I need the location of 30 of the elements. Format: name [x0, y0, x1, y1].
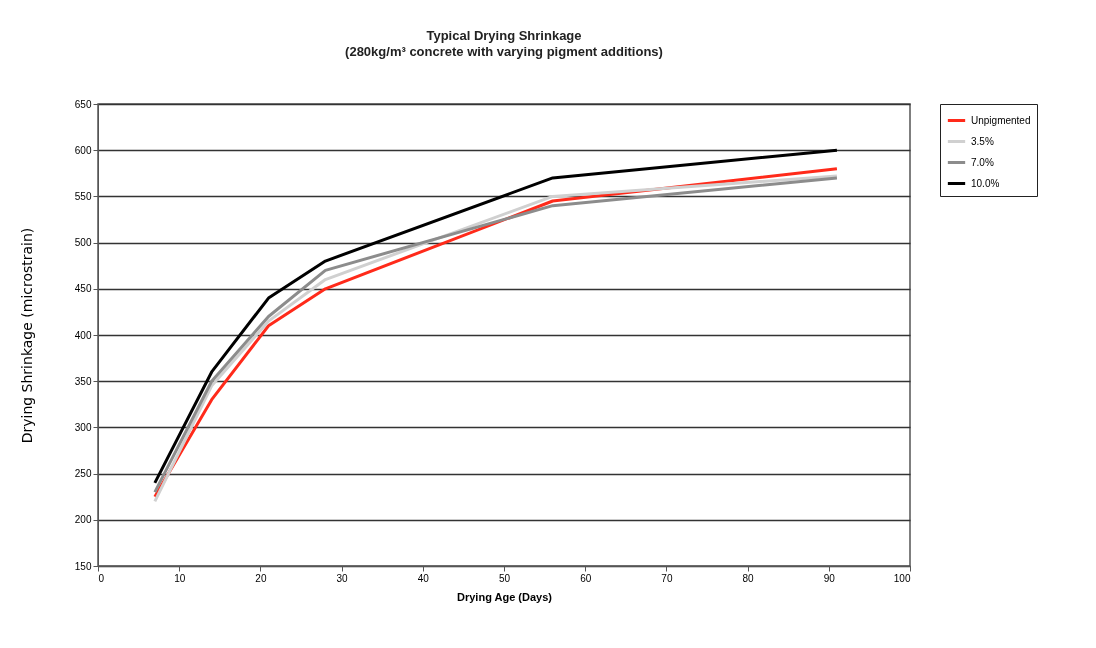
x-tick-label: 60	[580, 572, 592, 584]
legend-label: 3.5%	[971, 135, 994, 147]
y-tick-label: 450	[74, 283, 92, 295]
x-tick-label: 20	[255, 572, 267, 584]
x-tick-label: 40	[417, 572, 430, 584]
x-tick-label: 100	[893, 572, 911, 584]
legend-label: Unpigmented	[971, 114, 1031, 126]
chart-title: Typical Drying Shrinkage	[426, 28, 582, 43]
x-tick-label: 90	[823, 572, 836, 584]
x-tick-label: 30	[336, 572, 349, 584]
x-axis-title: Drying Age (Days)	[457, 590, 553, 603]
x-tick-label: 10	[174, 572, 186, 584]
x-tick-label: 50	[498, 572, 511, 584]
y-axis-title: Drying Shrinkage (microstrain)	[18, 227, 35, 444]
y-tick-label: 150	[74, 560, 92, 572]
x-tick-label: 70	[661, 572, 673, 584]
y-tick-label: 400	[74, 329, 92, 341]
y-tick-label: 300	[74, 421, 92, 433]
x-tick-label: 0	[98, 572, 105, 584]
y-tick-label: 600	[74, 144, 92, 156]
chart-subtitle: (280kg/m³ concrete with varying pigment additions)	[345, 44, 663, 59]
x-tick-label: 80	[742, 572, 755, 584]
y-tick-label: 650	[74, 98, 92, 110]
y-tick-label: 250	[74, 468, 92, 480]
y-tick-label: 200	[74, 514, 92, 526]
y-tick-label: 550	[74, 190, 92, 202]
y-tick-label: 500	[74, 237, 92, 249]
legend-label: 7.0%	[971, 156, 994, 168]
y-tick-label: 350	[74, 375, 92, 387]
legend-label: 10.0%	[971, 177, 1000, 189]
